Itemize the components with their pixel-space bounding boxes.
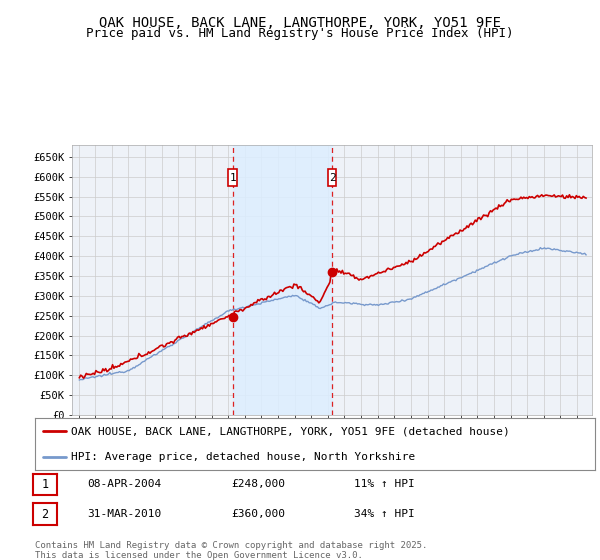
Text: 1: 1 [41,478,49,491]
Text: Price paid vs. HM Land Registry's House Price Index (HPI): Price paid vs. HM Land Registry's House … [86,27,514,40]
Text: HPI: Average price, detached house, North Yorkshire: HPI: Average price, detached house, Nort… [71,452,416,462]
Text: 34% ↑ HPI: 34% ↑ HPI [354,509,415,519]
FancyBboxPatch shape [328,170,336,186]
Text: 1: 1 [229,173,236,183]
FancyBboxPatch shape [229,170,237,186]
Text: OAK HOUSE, BACK LANE, LANGTHORPE, YORK, YO51 9FE (detached house): OAK HOUSE, BACK LANE, LANGTHORPE, YORK, … [71,426,510,436]
Text: 31-MAR-2010: 31-MAR-2010 [87,509,161,519]
Text: £248,000: £248,000 [231,479,285,489]
Bar [233,145,332,415]
Text: 11% ↑ HPI: 11% ↑ HPI [354,479,415,489]
Text: 2: 2 [329,173,335,183]
Text: Contains HM Land Registry data © Crown copyright and database right 2025.
This d: Contains HM Land Registry data © Crown c… [35,541,427,560]
Text: 2: 2 [41,507,49,521]
Text: £360,000: £360,000 [231,509,285,519]
Text: OAK HOUSE, BACK LANE, LANGTHORPE, YORK, YO51 9FE: OAK HOUSE, BACK LANE, LANGTHORPE, YORK, … [99,16,501,30]
Text: 08-APR-2004: 08-APR-2004 [87,479,161,489]
